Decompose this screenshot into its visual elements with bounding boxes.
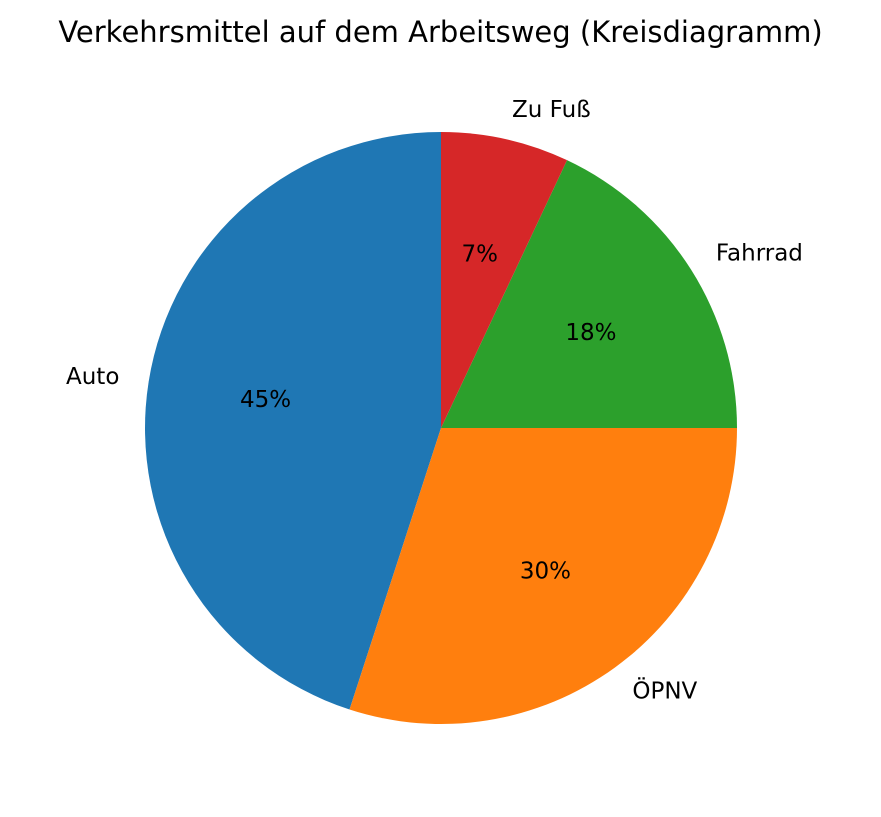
pie-slices xyxy=(145,132,737,724)
pct-label-fahrrad: 18% xyxy=(565,320,616,346)
pct-label-oepnv: 30% xyxy=(520,559,571,585)
pct-label-auto: 45% xyxy=(240,387,291,413)
pie-slice-fahrrad xyxy=(441,160,737,429)
slice-label-fahrrad: Fahrrad xyxy=(716,241,803,267)
pie-slice-auto xyxy=(145,132,441,710)
slice-label-zu-fuss: Zu Fuß xyxy=(512,97,591,123)
slice-label-oepnv: ÖPNV xyxy=(632,676,697,704)
pie-slice-zu-fuss xyxy=(441,132,568,428)
pie-slice-oepnv xyxy=(349,428,737,724)
slice-label-auto: Auto xyxy=(66,364,119,390)
pie-labels: Auto 45% ÖPNV 30% Fahrrad 18% Zu Fuß 7% xyxy=(66,97,803,704)
chart-title: Verkehrsmittel auf dem Arbeitsweg (Kreis… xyxy=(58,15,822,49)
pct-label-zu-fuss: 7% xyxy=(461,242,498,268)
